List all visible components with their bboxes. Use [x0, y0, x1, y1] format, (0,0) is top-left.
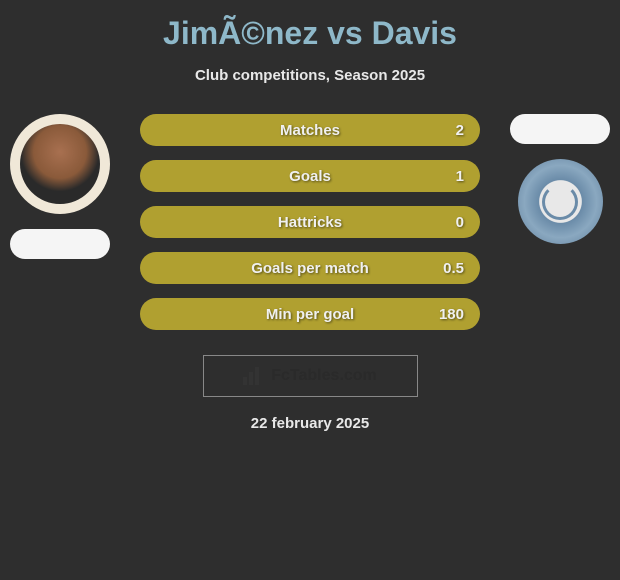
stat-value: 180 — [439, 306, 464, 323]
player-1-photo — [10, 114, 110, 214]
page-title: JimÃ©nez vs Davis — [163, 15, 457, 52]
right-player-column — [510, 114, 610, 244]
stat-value: 2 — [456, 122, 464, 139]
stat-row-matches: Matches 2 — [140, 114, 480, 146]
stat-value: 0.5 — [443, 260, 464, 277]
stat-label: Matches — [280, 122, 340, 139]
stat-label: Goals per match — [251, 260, 369, 277]
page-subtitle: Club competitions, Season 2025 — [195, 67, 425, 84]
left-player-column — [10, 114, 110, 259]
stat-label: Goals — [289, 168, 331, 185]
main-container: JimÃ©nez vs Davis Club competitions, Sea… — [0, 0, 620, 442]
stat-label: Hattricks — [278, 214, 342, 231]
bar-chart-icon — [243, 367, 265, 385]
stats-list: Matches 2 Goals 1 Hattricks 0 Goals per … — [140, 114, 480, 330]
stat-value: 1 — [456, 168, 464, 185]
stat-row-goals-per-match: Goals per match 0.5 — [140, 252, 480, 284]
brand-logo-box: FcTables.com — [203, 355, 418, 397]
player-1-team-badge — [10, 229, 110, 259]
stat-value: 0 — [456, 214, 464, 231]
stat-row-min-per-goal: Min per goal 180 — [140, 298, 480, 330]
stat-row-hattricks: Hattricks 0 — [140, 206, 480, 238]
date-text: 22 february 2025 — [251, 415, 369, 432]
stat-row-goals: Goals 1 — [140, 160, 480, 192]
brand-name: FcTables.com — [271, 367, 377, 385]
stat-label: Min per goal — [266, 306, 354, 323]
content-row: Matches 2 Goals 1 Hattricks 0 Goals per … — [0, 114, 620, 330]
player-1-face-icon — [20, 124, 100, 204]
player-2-club-badge — [518, 159, 603, 244]
player-2-team-badge-small — [510, 114, 610, 144]
